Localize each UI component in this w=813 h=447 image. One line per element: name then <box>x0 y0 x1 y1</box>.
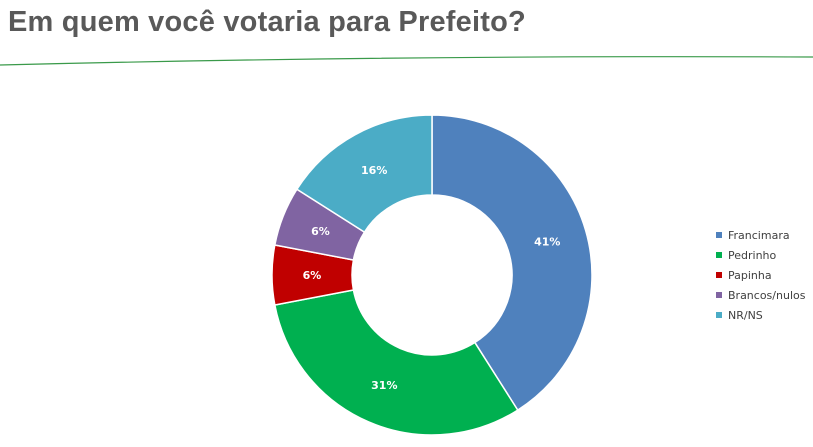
legend-swatch-nr-ns <box>716 312 722 318</box>
slice-pedrinho <box>273 289 519 436</box>
chart-legend: Francimara Pedrinho Papinha Brancos/nulos NR… <box>716 229 806 322</box>
legend-label-nr-ns: NR/NS <box>728 309 763 322</box>
title-underline <box>0 56 813 66</box>
slice-label-papinha: 6% <box>303 269 322 282</box>
page-title: Em quem você votaria para Prefeito? <box>8 6 526 38</box>
slice-nr-ns <box>295 114 433 234</box>
slice-francimara <box>431 114 593 412</box>
slice-label-nr-ns: 16% <box>361 164 387 177</box>
slice-label-pedrinho: 31% <box>371 379 397 392</box>
slice-label-brancos-nulos: 6% <box>311 225 330 238</box>
slice-label-francimara: 41% <box>534 236 560 249</box>
legend-swatch-brancos-nulos <box>716 292 722 298</box>
legend-label-pedrinho: Pedrinho <box>728 249 777 262</box>
legend-label-papinha: Papinha <box>728 269 772 282</box>
legend-label-francimara: Francimara <box>728 229 790 242</box>
legend-label-brancos-nulos: Brancos/nulos <box>728 289 806 302</box>
donut-slices <box>271 114 593 436</box>
legend-swatch-francimara <box>716 232 722 238</box>
legend-swatch-papinha <box>716 272 722 278</box>
slice-labels: 41% 31% 6% 6% 16% <box>303 164 561 392</box>
legend-swatch-pedrinho <box>716 252 722 258</box>
